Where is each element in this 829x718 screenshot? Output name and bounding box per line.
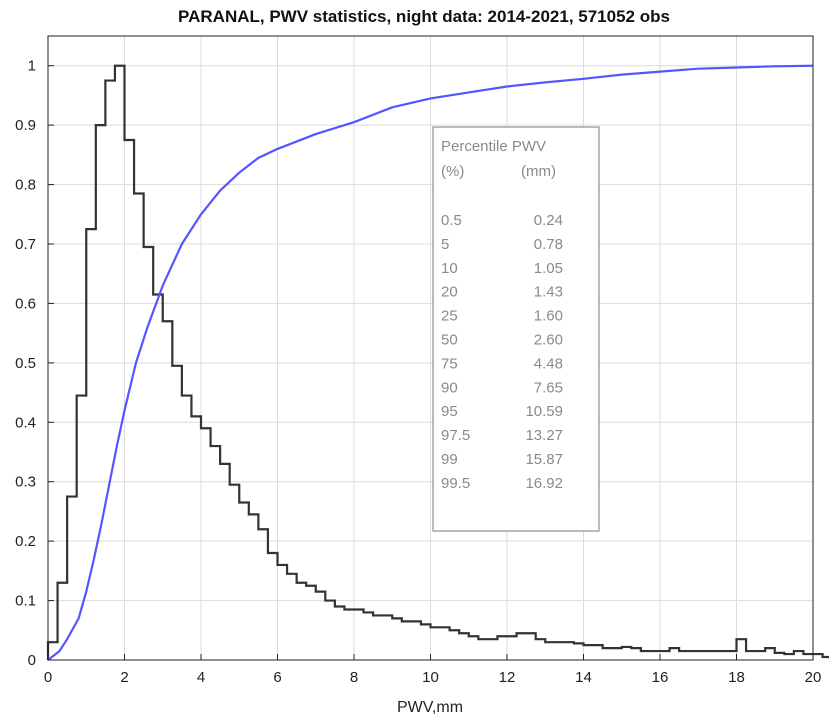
table-cell-pwv: 0.24 <box>534 212 563 229</box>
x-tick-label: 12 <box>499 669 516 686</box>
y-tick-label: 0.9 <box>15 117 36 134</box>
y-tick-label: 0 <box>28 652 36 669</box>
table-cell-pwv: 15.87 <box>525 451 563 468</box>
table-cell-pwv: 4.48 <box>534 355 563 372</box>
y-tick-label: 0.5 <box>15 355 36 372</box>
table-cell-pwv: 1.60 <box>534 308 563 325</box>
table-cell-pwv: 13.27 <box>525 427 563 444</box>
table-cell-pwv: 16.92 <box>525 475 563 492</box>
table-header-title: Percentile PWV <box>441 138 546 155</box>
x-tick-label: 18 <box>728 669 745 686</box>
table-cell-percentile: 90 <box>441 379 458 396</box>
x-tick-label: 8 <box>350 669 358 686</box>
table-cell-pwv: 2.60 <box>534 332 563 349</box>
table-cell-percentile: 10 <box>441 260 458 277</box>
x-axis-ticks: 0 2 4 6 8 10 12 14 16 18 20 <box>44 654 822 686</box>
chart-title: PARANAL, PWV statistics, night data: 201… <box>178 7 670 26</box>
x-tick-label: 16 <box>652 669 669 686</box>
x-tick-label: 20 <box>805 669 822 686</box>
y-tick-label: 0.2 <box>15 533 36 550</box>
percentile-table-box <box>432 126 600 532</box>
y-tick-label: 0.4 <box>15 414 36 431</box>
table-cell-percentile: 75 <box>441 355 458 372</box>
x-tick-label: 14 <box>575 669 592 686</box>
x-tick-label: 4 <box>197 669 205 686</box>
table-cell-percentile: 5 <box>441 236 449 253</box>
y-tick-label: 0.7 <box>15 236 36 253</box>
table-rows: 0.5 0.24 5 0.78 10 1.05 20 1.43 25 1.60 50 2.60 75 4.… <box>441 212 563 492</box>
x-tick-label: 2 <box>120 669 128 686</box>
table-cell-percentile: 20 <box>441 284 458 301</box>
y-tick-label: 0.1 <box>15 593 36 610</box>
table-cell-percentile: 0.5 <box>441 212 462 229</box>
y-tick-label: 0.6 <box>15 295 36 312</box>
table-header-pct: (%) <box>441 163 464 180</box>
histogram-series <box>46 64 829 660</box>
grid-lines <box>48 36 813 660</box>
x-tick-label: 10 <box>422 669 439 686</box>
table-cell-percentile: 99.5 <box>441 475 470 492</box>
y-tick-label: 0.8 <box>15 177 36 194</box>
x-tick-label: 0 <box>44 669 52 686</box>
x-tick-label: 6 <box>273 669 281 686</box>
table-cell-pwv: 10.59 <box>525 403 563 420</box>
plot-area <box>46 64 829 661</box>
y-axis-ticks: 0 0.1 0.2 0.3 0.4 0.5 0.6 0.7 0.8 0.9 1 <box>15 58 54 669</box>
x-axis-label: PWV,mm <box>397 699 463 716</box>
table-cell-percentile: 95 <box>441 403 458 420</box>
y-tick-label: 0.3 <box>15 474 36 491</box>
table-header-mm: (mm) <box>521 163 556 180</box>
table-cell-percentile: 25 <box>441 308 458 325</box>
table-cell-percentile: 99 <box>441 451 458 468</box>
table-cell-percentile: 97.5 <box>441 427 470 444</box>
percentile-table: Percentile PWV (%) (mm) 0.5 0.24 5 0.78 10 1.… <box>432 126 600 532</box>
cdf-series <box>47 64 814 661</box>
table-cell-pwv: 7.65 <box>534 379 563 396</box>
table-cell-percentile: 50 <box>441 332 458 349</box>
y-tick-label: 1 <box>28 58 36 75</box>
table-cell-pwv: 0.78 <box>534 236 563 253</box>
table-cell-pwv: 1.05 <box>534 260 563 277</box>
table-cell-pwv: 1.43 <box>534 284 563 301</box>
